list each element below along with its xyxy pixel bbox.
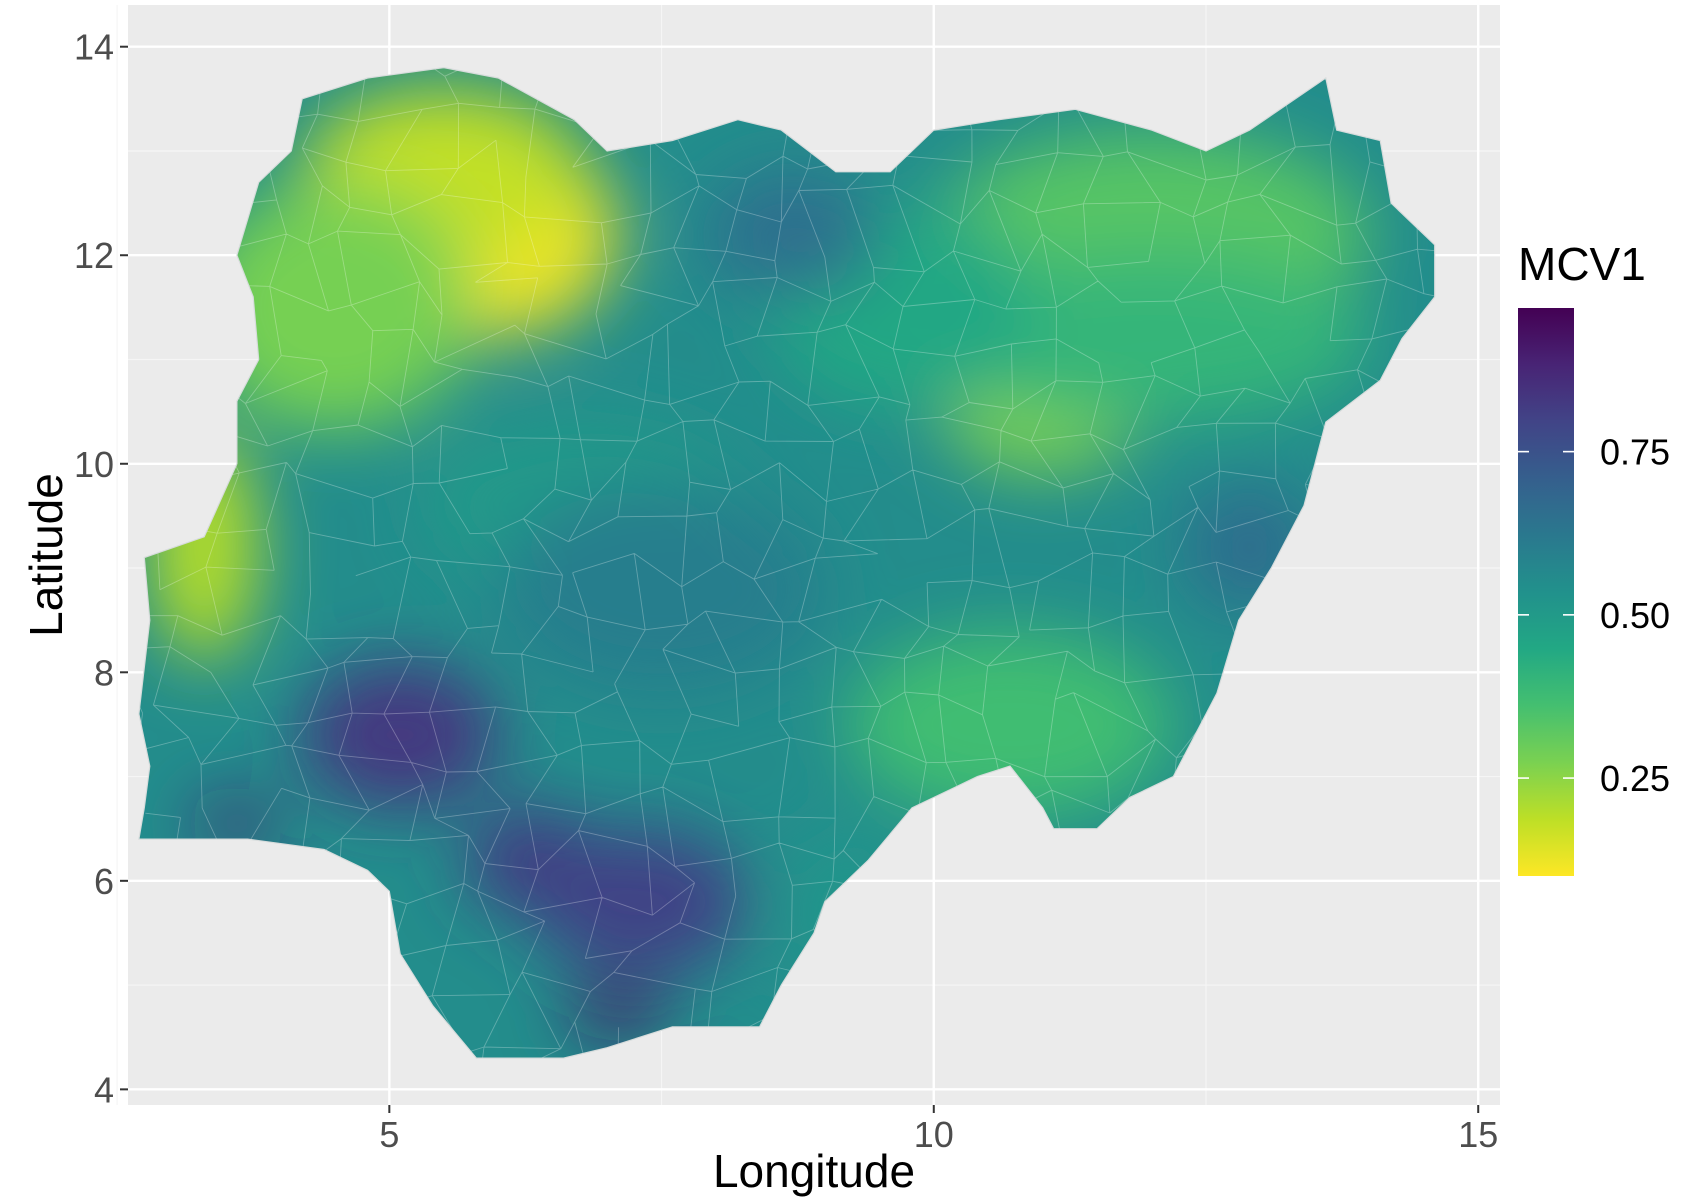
axis-ticks bbox=[120, 45, 1480, 1113]
y-tick-label: 14 bbox=[74, 27, 114, 68]
value-region bbox=[498, 484, 825, 694]
value-region bbox=[193, 182, 477, 433]
y-tick-label: 4 bbox=[94, 1069, 114, 1110]
value-region bbox=[933, 255, 1370, 423]
legend-labels: 0.25 0.50 0.75 bbox=[1600, 432, 1670, 799]
legend-label: 0.50 bbox=[1600, 595, 1670, 636]
legend-ticks bbox=[1518, 450, 1574, 779]
value-region bbox=[846, 630, 1174, 819]
value-region bbox=[569, 988, 667, 1035]
x-tick-label: 15 bbox=[1458, 1114, 1498, 1155]
value-region bbox=[705, 171, 880, 297]
x-tick-label: 5 bbox=[379, 1114, 399, 1155]
value-region bbox=[302, 661, 499, 808]
map-layer bbox=[138, 67, 1435, 1059]
x-tick-label: 10 bbox=[914, 1114, 954, 1155]
y-axis-title: Latitude bbox=[20, 473, 72, 637]
y-tick-label: 12 bbox=[74, 235, 114, 276]
y-tick-label: 8 bbox=[94, 652, 114, 693]
y-tick-labels: 4 6 8 10 12 14 bbox=[74, 27, 114, 1111]
y-tick-label: 10 bbox=[74, 444, 114, 485]
legend: MCV1 0.25 0.50 0.75 bbox=[1518, 238, 1670, 876]
legend-title: MCV1 bbox=[1518, 238, 1646, 290]
legend-label: 0.25 bbox=[1600, 758, 1670, 799]
value-region bbox=[530, 828, 749, 975]
value-region bbox=[193, 804, 281, 843]
legend-label: 0.75 bbox=[1600, 432, 1670, 473]
x-tick-labels: 5 10 15 bbox=[379, 1114, 1498, 1155]
x-axis-title: Longitude bbox=[713, 1145, 915, 1197]
legend-colorbar bbox=[1518, 308, 1574, 876]
y-tick-label: 6 bbox=[94, 861, 114, 902]
value-regions bbox=[149, 88, 1370, 1035]
country-outline bbox=[138, 66, 1436, 1059]
